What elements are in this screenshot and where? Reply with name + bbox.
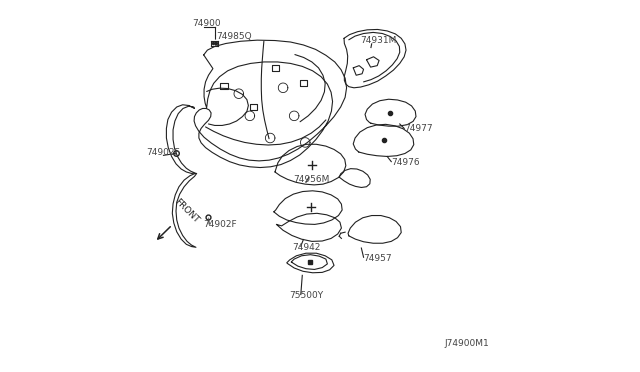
Text: FRONT: FRONT <box>172 197 200 225</box>
Text: J74900M1: J74900M1 <box>445 339 490 348</box>
Text: 74902F: 74902F <box>204 220 237 230</box>
Text: 75500Y: 75500Y <box>289 291 323 299</box>
Text: 74902F: 74902F <box>147 148 180 157</box>
Text: 74976: 74976 <box>391 158 420 167</box>
Text: 74942: 74942 <box>292 243 320 251</box>
Text: 74900: 74900 <box>193 19 221 28</box>
Text: 74957: 74957 <box>364 254 392 263</box>
Text: 74956M: 74956M <box>293 174 330 183</box>
Text: 74985Q: 74985Q <box>216 32 252 41</box>
Text: 74931M: 74931M <box>360 36 396 45</box>
Text: 74977: 74977 <box>404 124 433 133</box>
